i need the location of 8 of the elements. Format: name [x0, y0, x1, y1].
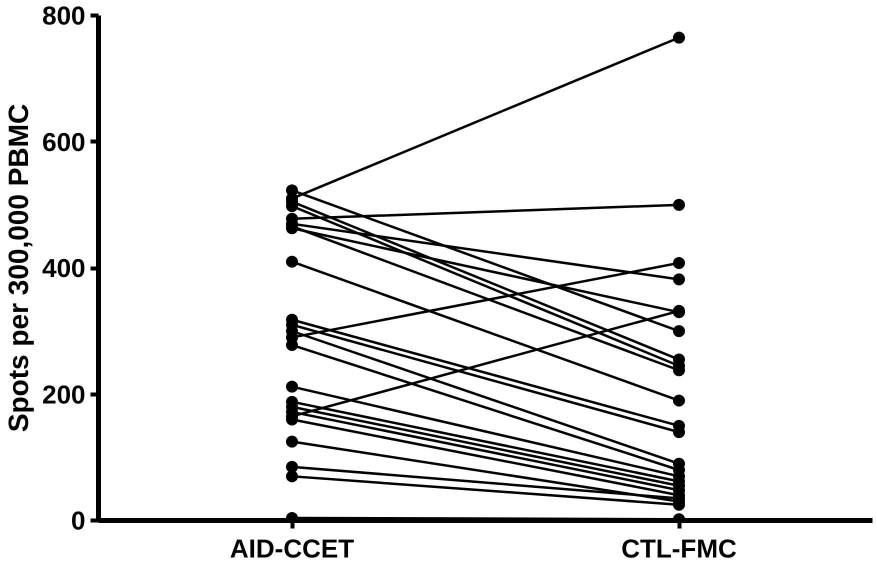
y-axis-title: Spots per 300,000 PBMC [3, 104, 34, 432]
x-tick-label: AID-CCET [230, 534, 354, 564]
y-tick-label: 200 [42, 379, 86, 410]
y-tick-label: 800 [42, 0, 86, 30]
y-tick-label: 600 [42, 126, 86, 157]
x-tick-label: CTL-FMC [621, 534, 737, 564]
y-tick-label: 0 [71, 506, 86, 536]
y-tick-label: 400 [42, 253, 86, 283]
